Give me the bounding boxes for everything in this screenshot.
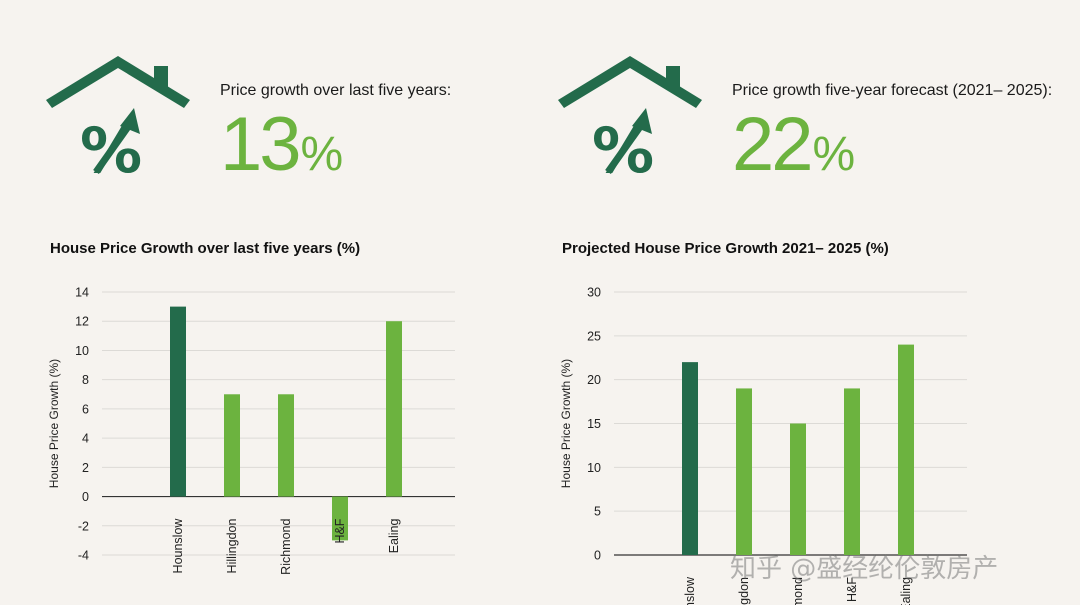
bar-ealing	[898, 344, 914, 555]
panel-forecast: % Price growth five-year forecast (2021–…	[512, 0, 1052, 605]
bar-h-f	[844, 388, 860, 555]
bar-hillingdon	[736, 388, 752, 555]
x-tick-label: Richmond	[279, 519, 293, 575]
house-chimney	[154, 66, 168, 88]
x-tick-label: Ealing	[899, 577, 913, 605]
bar-hounslow	[682, 362, 698, 555]
house-roof	[558, 56, 702, 108]
bar-richmond	[790, 423, 806, 555]
bar-richmond	[278, 394, 294, 497]
x-tick-label: Richmond	[791, 577, 805, 605]
x-tick-label: Hounslow	[171, 518, 185, 574]
y-axis-label: House Price Growth (%)	[47, 359, 61, 488]
arrow-shaft	[605, 121, 645, 175]
arrow-head	[632, 108, 652, 134]
chart-title: Projected House Price Growth 2021– 2025 …	[562, 240, 889, 257]
stat-number: 22	[732, 102, 814, 187]
stat-number: 13	[220, 102, 302, 187]
stat-unit: %	[812, 128, 856, 181]
arrow-head	[120, 108, 140, 134]
y-tick-label: 12	[75, 315, 89, 329]
chart-title: House Price Growth over last five years …	[50, 240, 361, 257]
x-tick-label: H&F	[845, 577, 859, 602]
house-chimney	[666, 66, 680, 88]
y-tick-label: 8	[82, 373, 89, 387]
stat-label: Price growth over last five years:	[220, 82, 452, 99]
x-tick-label: Hillingdon	[737, 577, 751, 605]
y-tick-label: 10	[587, 461, 601, 475]
house-percent-icon: %	[46, 56, 190, 182]
bar-ealing	[386, 321, 402, 497]
stat-label: Price growth five-year forecast (2021– 2…	[732, 82, 1053, 99]
y-tick-label: -2	[78, 519, 89, 533]
x-tick-label: Hillingdon	[225, 519, 239, 574]
y-tick-label: 0	[82, 490, 89, 504]
stat-value: 22%	[732, 100, 855, 200]
x-tick-label: Ealing	[387, 519, 401, 554]
x-tick-label: H&F	[333, 518, 347, 543]
panel-historic: % Price growth over last five years: 13%…	[46, 56, 455, 575]
bar-chart-forecast: 30 25 20 15 10 5 0 House Price Growth (%) Hounsl…	[559, 286, 967, 605]
y-tick-label: 30	[587, 286, 601, 300]
y-tick-label: 14	[75, 286, 89, 300]
house-percent-icon: %	[558, 56, 702, 182]
x-tick-label: Hounslow	[683, 576, 697, 605]
y-tick-label: 4	[82, 432, 89, 446]
y-tick-label: 25	[587, 329, 601, 343]
bar-chart-historic: 14 12 10 8 6 4 2 0 -2 -4 House Price Growth (%) Hou…	[47, 286, 455, 575]
bar-h-f	[332, 496, 348, 541]
house-roof	[46, 56, 190, 108]
y-axis-label: House Price Growth (%)	[559, 359, 573, 488]
y-tick-label: -4	[78, 549, 89, 563]
arrow-shaft	[93, 121, 133, 175]
stat-value: 13%	[220, 100, 343, 200]
watermark: 知乎 @盛经纶伦敦房产	[730, 554, 999, 584]
stat-unit: %	[300, 128, 344, 181]
y-tick-label: 15	[587, 417, 601, 431]
y-tick-label: 6	[82, 402, 89, 416]
y-tick-label: 20	[587, 373, 601, 387]
bar-hounslow	[170, 306, 186, 497]
y-tick-label: 0	[594, 549, 601, 563]
y-tick-label: 5	[594, 505, 601, 519]
bar-hillingdon	[224, 394, 240, 497]
y-tick-label: 2	[82, 461, 89, 475]
y-tick-label: 10	[75, 344, 89, 358]
